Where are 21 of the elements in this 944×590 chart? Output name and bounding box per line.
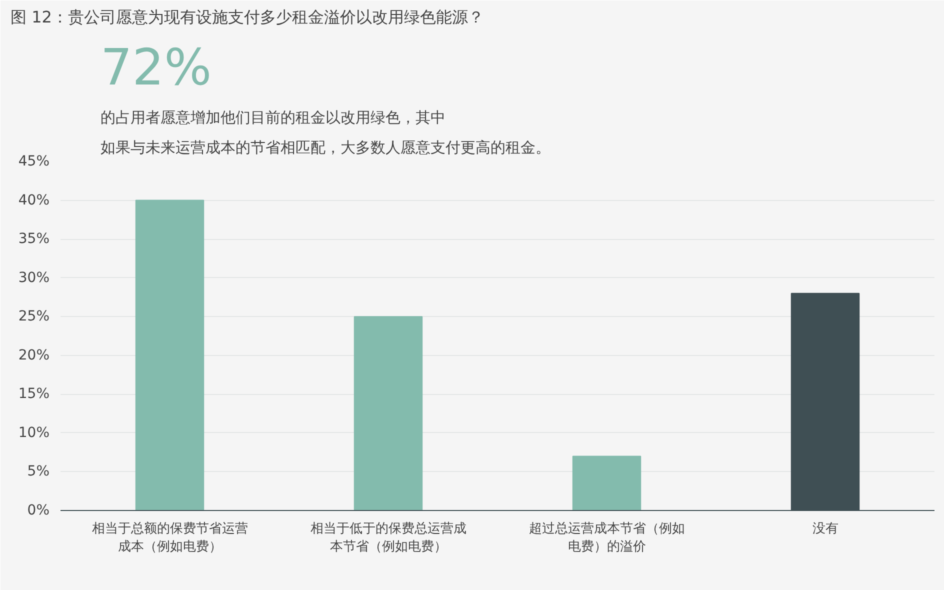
x-tick-label: 相当于低于的保费总运营成本节省（例如电费）	[310, 522, 466, 554]
y-tick-label: 15%	[18, 386, 50, 402]
y-tick-label: 20%	[18, 347, 50, 364]
x-tick-label: 超过总运营成本节省（例如电费）的溢价	[528, 522, 685, 554]
chart-title: 图 12：贵公司愿意为现有设施支付多少租金溢价以改用绿色能源？	[10, 8, 484, 26]
x-tick-label: 相当于总额的保费节省运营成本（例如电费）	[92, 522, 248, 554]
bar	[572, 456, 642, 510]
y-tick-label: 30%	[18, 270, 50, 286]
text: 如果与未来运营成本的节省相匹配，大多数人愿意支付更高的租金。	[100, 138, 550, 156]
x-tick-label: 没有	[812, 522, 838, 536]
text: 的占用者愿意增加他们目前的租金以改用绿色，其中	[100, 108, 446, 126]
y-tick-label: 40%	[18, 192, 50, 208]
bar	[135, 200, 204, 510]
y-tick-label: 5%	[27, 464, 50, 480]
y-tick-label: 10%	[18, 424, 50, 441]
y-tick-label: 0%	[27, 502, 50, 518]
y-tick-label: 45%	[18, 154, 50, 170]
y-tick-label: 35%	[18, 231, 50, 248]
bar	[354, 316, 423, 510]
y-tick-label: 25%	[18, 308, 50, 325]
text: 72%	[100, 38, 212, 96]
